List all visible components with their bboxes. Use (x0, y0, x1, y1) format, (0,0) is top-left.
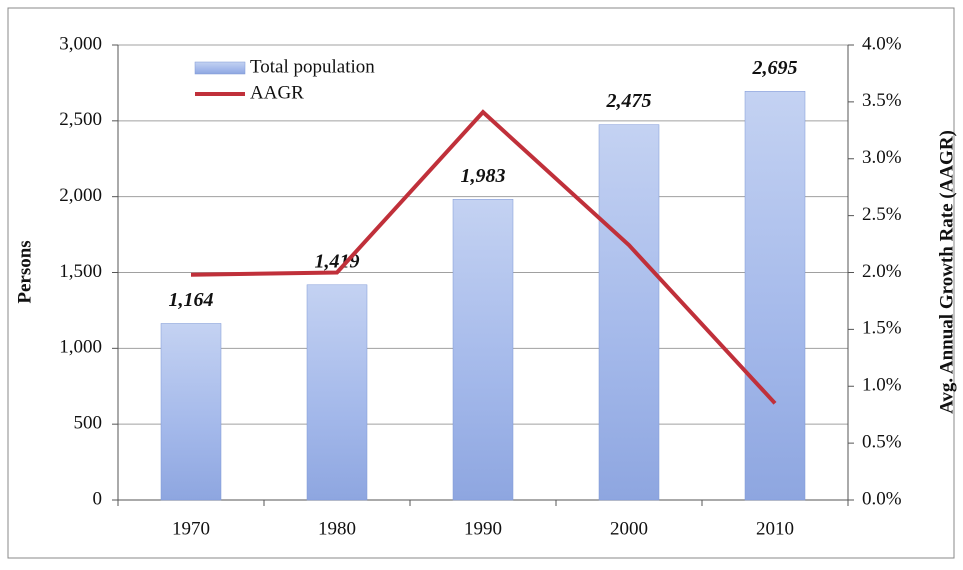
y-tick-label: 2,500 (59, 109, 102, 130)
y-tick-label: 1,000 (59, 337, 102, 358)
x-tick-label: 1970 (172, 518, 210, 539)
legend-swatch (194, 61, 246, 75)
bar (598, 124, 660, 501)
bar (160, 323, 222, 501)
y2-tick-label: 2.0% (862, 261, 902, 282)
y-tick-label: 2,000 (59, 185, 102, 206)
chart-frame (7, 7, 955, 559)
bar (306, 284, 368, 501)
data-label: 2,475 (606, 90, 652, 112)
x-tick-label: 1980 (318, 518, 356, 539)
y2-tick-label: 1.5% (862, 318, 902, 339)
line (190, 109, 777, 405)
y2-tick-label: 3.5% (862, 90, 902, 111)
y2-tick-label: 1.0% (862, 375, 902, 396)
data-label: 2,695 (752, 57, 798, 79)
x-tick-label: 2010 (756, 518, 794, 539)
y-tick-label: 3,000 (59, 33, 102, 54)
bar (744, 91, 806, 501)
y-tick-label: 0 (93, 488, 103, 509)
y2-tick-label: 2.5% (862, 204, 902, 225)
y2-tick-label: 0.0% (862, 488, 902, 509)
bar (452, 198, 514, 501)
y2-tick-label: 3.0% (862, 147, 902, 168)
y-tick-label: 500 (74, 413, 103, 434)
y-tick-label: 1,500 (59, 261, 102, 282)
y2-tick-label: 4.0% (862, 33, 902, 54)
y-axis-label: Persons (14, 240, 35, 303)
y2-tick-label: 0.5% (862, 431, 902, 452)
legend-label: Total population (250, 56, 375, 77)
data-label: 1,164 (169, 289, 214, 311)
data-label: 1,419 (315, 250, 360, 272)
x-tick-label: 1990 (464, 518, 502, 539)
x-tick-label: 2000 (610, 518, 648, 539)
legend-label: AAGR (250, 82, 304, 103)
y2-axis-label: Avg. Annual Growth Rate (AAGR) (936, 130, 957, 414)
data-label: 1,983 (461, 165, 506, 187)
